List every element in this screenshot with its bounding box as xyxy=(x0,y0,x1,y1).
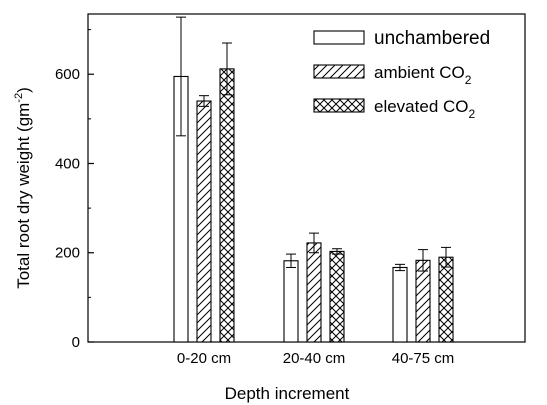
bar xyxy=(392,266,408,343)
y-tick-label: 400 xyxy=(55,155,80,172)
bar xyxy=(283,260,299,343)
y-axis: 0 200 400 600 xyxy=(55,29,94,351)
x-axis-title: Depth increment xyxy=(225,384,350,403)
y-axis-title: Total root dry weight (gm-2) xyxy=(13,87,33,289)
bar xyxy=(415,259,431,343)
x-tick-label: 0-20 cm xyxy=(177,350,231,367)
bar xyxy=(306,242,322,343)
legend-swatch xyxy=(313,98,365,113)
x-axis: 0-20 cm 20-40 cm 40-75 cm xyxy=(177,336,454,367)
bars xyxy=(173,16,454,343)
legend-label: elevated CO2 xyxy=(374,97,476,121)
y-tick-label: 600 xyxy=(55,66,80,83)
bar xyxy=(196,100,212,343)
bar xyxy=(438,256,454,343)
legend-swatch xyxy=(313,30,365,45)
x-tick-label: 40-75 cm xyxy=(392,350,455,367)
x-tick-label: 20-40 cm xyxy=(283,350,346,367)
bar xyxy=(219,68,235,343)
legend-swatch xyxy=(313,64,365,79)
legend-label: unchambered xyxy=(374,28,490,49)
legend-label: ambient CO2 xyxy=(374,63,472,87)
legend: unchambered ambient CO2 elevated CO2 xyxy=(313,28,490,121)
y-tick-label: 0 xyxy=(72,334,80,351)
y-tick-label: 200 xyxy=(55,245,80,262)
bar xyxy=(329,250,345,343)
